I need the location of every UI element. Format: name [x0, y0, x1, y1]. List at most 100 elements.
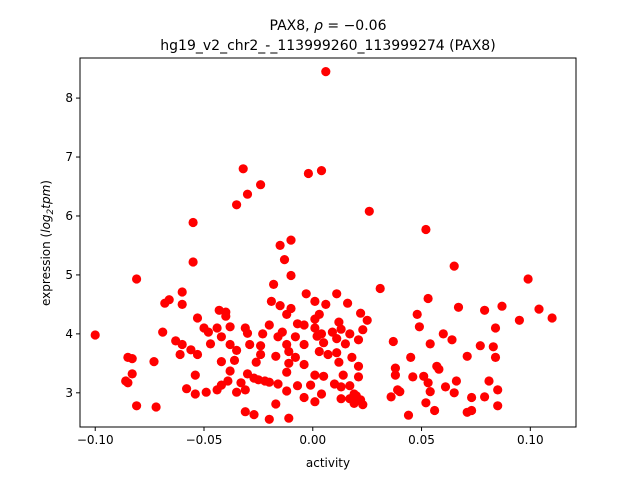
data-point-42 [412, 309, 422, 319]
data-point-148 [423, 378, 433, 388]
data-point-7 [364, 206, 374, 216]
data-point-176 [271, 399, 281, 409]
data-point-61 [490, 323, 501, 333]
data-point-30 [310, 296, 320, 306]
x-axis-ticks: −0.10 −0.05 0.00 0.05 0.10 [77, 427, 544, 447]
data-point-111 [216, 357, 226, 367]
data-point-78 [353, 335, 364, 345]
y-axis-ticks: 3 4 5 6 7 8 [65, 91, 80, 400]
data-point-47 [547, 313, 557, 323]
data-point-165 [493, 385, 503, 395]
data-point-29 [343, 298, 353, 308]
y-label-log: log [39, 214, 53, 233]
y-tick-label-0: 3 [65, 386, 73, 400]
data-point-136 [223, 376, 233, 386]
data-point-22 [332, 289, 342, 299]
data-point-89 [388, 336, 398, 347]
data-point-105 [323, 349, 333, 360]
x-tick-label-4: 0.10 [517, 433, 544, 447]
data-point-150 [451, 376, 461, 386]
data-point-88 [340, 339, 350, 349]
data-point-173 [386, 392, 396, 402]
data-point-149 [440, 382, 451, 392]
x-tick-label-1: −0.05 [186, 433, 223, 447]
data-point-65 [258, 329, 268, 339]
data-point-4 [256, 180, 266, 190]
data-point-115 [299, 359, 309, 370]
data-point-81 [205, 339, 216, 349]
y-tick-label-3: 6 [65, 209, 73, 223]
data-point-183 [493, 401, 503, 411]
data-point-20 [177, 287, 187, 297]
data-point-28 [321, 299, 331, 309]
data-point-17 [523, 274, 533, 284]
data-point-117 [353, 361, 364, 371]
data-point-75 [290, 332, 300, 342]
data-point-49 [334, 317, 344, 327]
data-point-123 [225, 366, 235, 376]
data-point-14 [449, 261, 459, 271]
title-prefix: PAX8, [270, 18, 315, 34]
data-point-162 [449, 388, 459, 398]
data-point-168 [232, 387, 242, 397]
data-point-63 [203, 327, 213, 337]
y-label-suffix: ) [39, 180, 53, 185]
data-point-101 [192, 349, 203, 360]
data-point-161 [425, 387, 435, 397]
data-point-52 [299, 320, 309, 330]
y-tick-label-2: 5 [65, 268, 73, 282]
data-point-122 [190, 370, 200, 380]
chart-title-line1: PAX8, ρ = −0.06 [270, 18, 387, 34]
title-rho-value: = −0.06 [323, 18, 387, 34]
data-point-95 [284, 346, 294, 357]
data-point-130 [390, 370, 400, 380]
data-point-154 [240, 385, 250, 395]
data-point-124 [242, 369, 253, 379]
y-tick-label-5: 8 [65, 91, 73, 105]
chart-title-line2: hg19_v2_chr2_-_113999260_113999274 (PAX8… [160, 38, 495, 54]
x-tick-label-3: 0.05 [408, 433, 435, 447]
data-point-6 [232, 200, 242, 210]
data-point-121 [127, 369, 137, 379]
data-point-189 [462, 407, 472, 417]
data-point-97 [332, 348, 342, 358]
x-axis-label: activity [306, 456, 350, 470]
data-point-13 [188, 257, 198, 267]
data-point-102 [256, 349, 266, 360]
x-tick-label-0: −0.10 [77, 433, 114, 447]
data-point-77 [332, 334, 342, 344]
data-point-184 [240, 407, 250, 417]
data-point-127 [319, 371, 329, 381]
data-point-41 [356, 308, 366, 318]
data-point-118 [390, 363, 400, 373]
data-point-84 [256, 341, 266, 351]
data-point-70 [438, 329, 448, 339]
data-point-174 [132, 401, 142, 411]
data-point-144 [306, 380, 316, 390]
data-point-103 [271, 351, 281, 361]
data-point-21 [301, 289, 311, 299]
data-point-108 [462, 351, 472, 361]
data-point-69 [345, 329, 355, 339]
data-point-146 [336, 382, 346, 392]
data-point-142 [273, 379, 283, 389]
data-point-32 [453, 302, 464, 312]
data-point-87 [319, 338, 329, 348]
data-point-106 [347, 352, 357, 362]
data-point-94 [232, 345, 242, 355]
data-point-152 [182, 384, 192, 394]
data-point-10 [286, 235, 296, 245]
data-point-39 [282, 309, 292, 319]
data-point-71 [447, 335, 457, 345]
data-point-153 [212, 385, 222, 395]
y-label-prefix: expression ( [39, 233, 53, 306]
data-point-100 [175, 349, 185, 360]
data-point-23 [423, 293, 433, 304]
data-point-45 [310, 314, 320, 324]
data-point-59 [358, 325, 368, 335]
data-point-72 [90, 330, 100, 340]
data-point-180 [421, 398, 431, 408]
data-point-48 [514, 315, 525, 325]
data-point-107 [406, 352, 416, 362]
data-point-125 [282, 367, 292, 377]
